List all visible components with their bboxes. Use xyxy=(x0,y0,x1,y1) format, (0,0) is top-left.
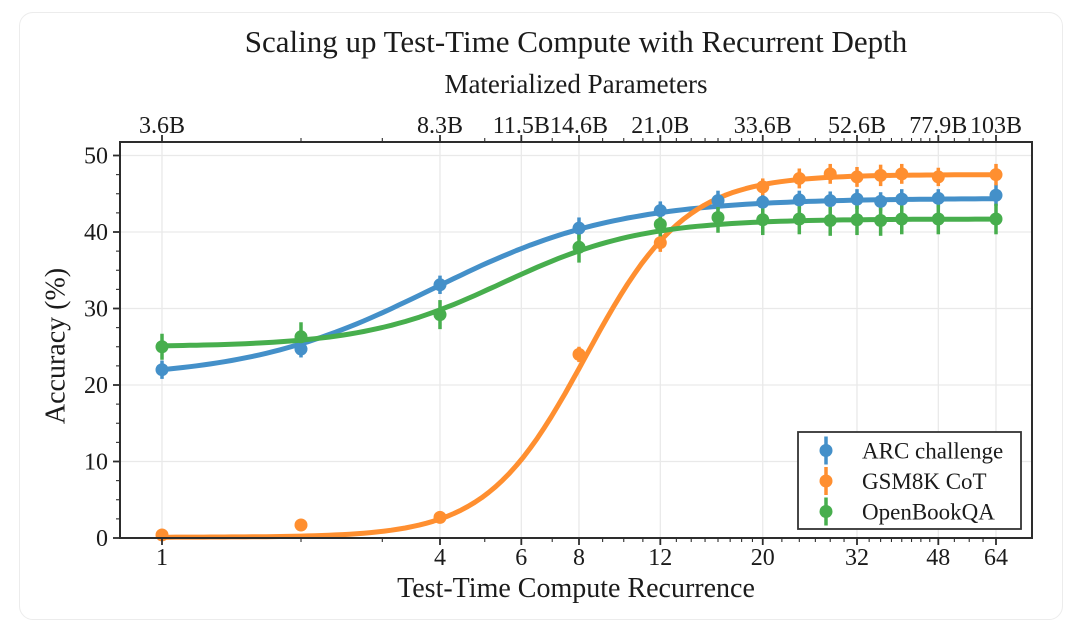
openbookqa-point xyxy=(756,213,770,227)
top-tick-label: 8.3B xyxy=(417,113,463,139)
gsm8k-cot-point xyxy=(850,170,864,184)
arc-challenge-point xyxy=(989,188,1003,202)
openbookqa-point xyxy=(792,212,806,226)
legend-label-arc-challenge: ARC challenge xyxy=(862,439,1003,464)
x-tick-label: 4 xyxy=(434,545,446,571)
y-tick-label: 30 xyxy=(84,297,108,323)
gsm8k-cot-point xyxy=(653,236,667,250)
y-tick-label: 10 xyxy=(84,450,108,476)
top-axis-label: Materialized Parameters xyxy=(444,69,708,99)
x-tick-label: 6 xyxy=(515,545,527,571)
gsm8k-cot-point xyxy=(895,167,909,181)
arc-challenge-point xyxy=(850,192,864,206)
gsm8k-cot-point xyxy=(433,510,447,524)
openbookqa-point xyxy=(874,214,888,228)
x-tick-label: 20 xyxy=(751,545,775,571)
openbookqa-point xyxy=(850,213,864,227)
legend-marker-gsm8k-cot xyxy=(819,474,833,488)
gsm8k-cot-point xyxy=(874,168,888,182)
arc-challenge-point xyxy=(433,278,447,292)
gsm8k-cot-point xyxy=(931,170,945,184)
arc-challenge-point xyxy=(572,221,586,235)
arc-challenge-point xyxy=(756,195,770,209)
gsm8k-cot-point xyxy=(294,518,308,532)
y-tick-label: 40 xyxy=(84,220,108,246)
chart-title: Scaling up Test-Time Compute with Recurr… xyxy=(244,24,908,59)
arc-challenge-point xyxy=(874,194,888,208)
legend-marker-openbookqa xyxy=(819,505,833,518)
openbookqa-point xyxy=(653,217,667,231)
y-tick-label: 0 xyxy=(96,526,108,552)
openbookqa-point xyxy=(823,214,837,228)
arc-challenge-point xyxy=(653,204,667,218)
gsm8k-cot-point xyxy=(756,180,770,194)
top-tick-label: 33.6B xyxy=(734,113,792,139)
x-tick-label: 48 xyxy=(926,545,950,571)
y-axis-label: Accuracy (%) xyxy=(40,267,72,425)
legend-label-openbookqa: OpenBookQA xyxy=(862,500,995,525)
arc-challenge-point xyxy=(931,191,945,205)
arc-challenge-point xyxy=(895,192,909,206)
top-tick-label: 21.0B xyxy=(631,113,689,139)
x-tick-label: 1 xyxy=(156,545,168,571)
y-tick-label: 50 xyxy=(84,144,108,170)
gsm8k-cot-point xyxy=(823,167,837,181)
y-tick-label: 20 xyxy=(84,373,108,399)
arc-challenge-point xyxy=(711,194,725,208)
openbookqa-point xyxy=(931,212,945,226)
x-axis-label: Test-Time Compute Recurrence xyxy=(397,573,755,604)
gsm8k-cot-point xyxy=(792,171,806,185)
arc-challenge-point xyxy=(155,363,169,377)
arc-challenge-point xyxy=(294,342,308,356)
arc-challenge-point xyxy=(792,193,806,207)
openbookqa-point xyxy=(895,212,909,226)
gsm8k-cot-point xyxy=(572,347,586,361)
openbookqa-point xyxy=(989,212,1003,226)
x-tick-label: 32 xyxy=(845,545,869,571)
top-tick-label: 77.9B xyxy=(909,113,967,139)
x-tick-label: 12 xyxy=(648,545,672,571)
arc-challenge-point xyxy=(823,194,837,208)
legend-label-gsm8k-cot: GSM8K CoT xyxy=(862,469,987,494)
gsm8k-cot-point xyxy=(989,168,1003,182)
openbookqa-point xyxy=(572,240,586,254)
legend-box xyxy=(797,431,1022,530)
top-tick-label: 14.6B xyxy=(550,113,608,139)
x-tick-label: 8 xyxy=(573,545,585,571)
top-tick-label: 11.5B xyxy=(493,113,550,139)
axes-spines xyxy=(119,141,1033,539)
openbookqa-point xyxy=(433,308,447,322)
legend-marker-arc-challenge xyxy=(819,444,833,457)
openbookqa-point xyxy=(294,330,308,344)
openbookqa-point xyxy=(711,210,725,224)
top-tick-label: 103B xyxy=(970,113,1022,139)
top-tick-label: 3.6B xyxy=(139,113,185,139)
openbookqa-point xyxy=(155,340,169,354)
x-tick-label: 64 xyxy=(984,545,1008,571)
top-tick-label: 52.6B xyxy=(828,113,886,139)
